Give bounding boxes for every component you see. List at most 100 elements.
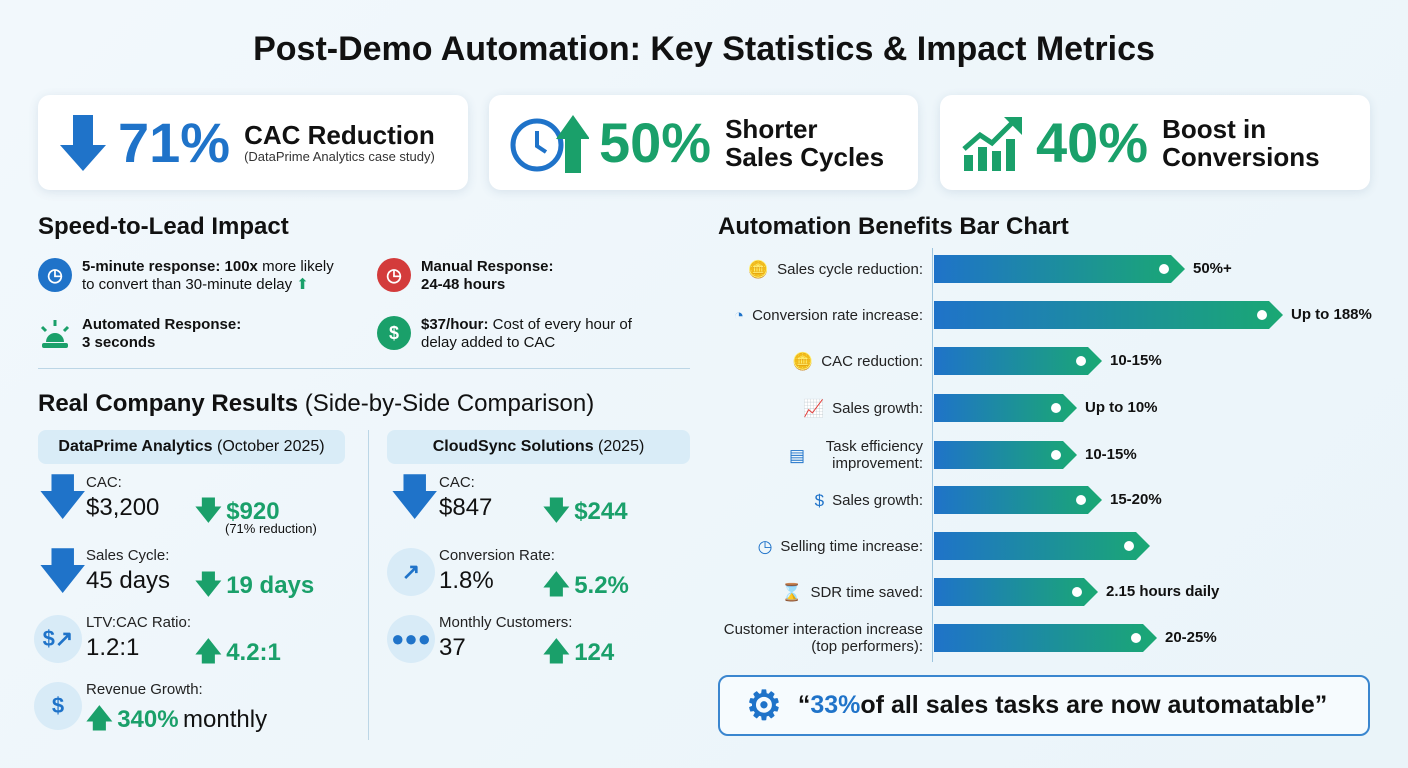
bar-value-label: 50%+: [1193, 260, 1232, 277]
stat-value: 50%: [599, 111, 712, 174]
bar-growth-icon: 📈: [802, 398, 825, 418]
stat-card-cac: 71% CAC Reduction (DataPrime Analytics ca…: [38, 95, 468, 190]
speed-item: Manual Response: 24-48 hours: [421, 258, 554, 293]
results-heading: Real Company Results (Side-by-Side Compa…: [38, 390, 595, 417]
stat-label: Shorter: [725, 113, 818, 144]
arrow-down-icon: 🡇: [390, 471, 440, 524]
quote-highlight: 33%: [810, 691, 861, 719]
speed-heading: Speed-to-Lead Impact: [38, 213, 289, 240]
quote-text: of all sales tasks are now automatable”: [860, 691, 1328, 719]
stat-value: 40%: [1036, 111, 1149, 174]
bar-label: $ Sales growth:: [815, 482, 923, 518]
ltv-chart-icon: $↗: [34, 615, 82, 663]
bar: [934, 394, 1077, 422]
clock-arrow-up-icon: [510, 114, 589, 173]
bar-value-label: 20-25%: [1165, 629, 1217, 646]
metric-note: (71% reduction): [225, 521, 317, 536]
siren-icon: [38, 316, 72, 350]
bar: [934, 301, 1283, 329]
bar: [934, 441, 1077, 469]
bar-category: CAC reduction:: [821, 352, 923, 370]
stat-label: CAC Reduction: [244, 120, 435, 150]
metric-before: 1.8%: [439, 567, 494, 594]
hand-dollar-icon: $: [814, 490, 825, 510]
speed-item: Automated Response: 3 seconds: [82, 316, 242, 351]
bar-label: ⌛ SDR time saved:: [781, 574, 923, 610]
clock-alarm-icon: ◷: [377, 258, 411, 292]
bar-value-label: 10-15%: [1110, 352, 1162, 369]
dollar-icon: $: [377, 316, 411, 350]
page-title: Post-Demo Automation: Key Statistics & I…: [253, 30, 1155, 68]
company-header-dataprime: DataPrime Analytics (October 2025): [38, 430, 345, 464]
metric-after: 🡅 124: [543, 636, 615, 666]
metric-before: 1.2:1: [86, 634, 140, 661]
metric-before: 37: [439, 634, 466, 661]
metric-after: 🡇 19 days: [195, 569, 315, 599]
metric-label: CAC:: [86, 474, 122, 491]
metric-after: 🡇 $920: [195, 495, 280, 525]
bar: [934, 486, 1102, 514]
divider: [368, 430, 369, 740]
clock-icon: ◷: [757, 536, 773, 556]
metric-label: Revenue Growth:: [86, 681, 203, 698]
bar-category: Sales cycle reduction:: [777, 260, 923, 278]
coins-icon: 🪙: [792, 351, 814, 371]
bar: [934, 624, 1157, 652]
bar-category: Conversion rate increase:: [752, 306, 923, 324]
document-icon: ▤: [788, 445, 805, 465]
quote-box: ⚙ “33% of all sales tasks are now automa…: [718, 675, 1370, 736]
metric-before: $3,200: [86, 494, 160, 521]
speed-item: 5-minute response: 100x more likely to co…: [82, 258, 334, 293]
divider: [38, 368, 690, 369]
chart-axis: [932, 248, 933, 662]
arrow-down-icon: 🡇: [38, 545, 88, 598]
speed-item: $37/hour: Cost of every hour of delay add…: [421, 316, 632, 351]
bar-value-label: Up to 10%: [1085, 399, 1158, 416]
hourglass-icon: ⌛: [781, 582, 803, 602]
quote-mark: “: [797, 691, 811, 719]
metric-label: CAC:: [439, 474, 475, 491]
bar-category: Selling time increase:: [780, 537, 923, 555]
bar: [934, 578, 1098, 606]
metric-after: 🡅 5.2%: [543, 569, 629, 599]
metric-label: LTV:CAC Ratio:: [86, 614, 192, 631]
stat-card-conversions: 40% Boost in Conversions: [940, 95, 1370, 190]
metric-label: Conversion Rate:: [439, 547, 555, 564]
coins-icon: 🪙: [747, 259, 770, 279]
gear-icon: ⚙: [746, 683, 782, 728]
stat-label: Boost in: [1162, 113, 1267, 144]
clock-icon: ◷: [38, 258, 72, 292]
stat-value: 71%: [118, 111, 231, 174]
bar-category: Sales growth:: [832, 491, 923, 509]
stat-sub: (DataPrime Analytics case study): [244, 149, 435, 164]
metric-before: 45 days: [86, 567, 171, 594]
company-header-cloudsync: CloudSync Solutions (2025): [387, 430, 690, 464]
metric-after: 🡇 $244: [543, 495, 628, 525]
stat-card-sales-cycle: 50% Shorter Sales Cycles: [489, 95, 918, 190]
bar-label: ◔ Conversion rate increase:: [734, 297, 923, 333]
bar-label: 📈 Sales growth:: [803, 390, 923, 426]
bar-category: Task efficiency improvement:: [825, 438, 923, 472]
bar-value-label: Up to 188%: [1291, 306, 1372, 323]
stat-label: Sales Cycles: [725, 141, 885, 172]
chart-title: Automation Benefits Bar Chart: [718, 213, 1069, 240]
bar: [934, 255, 1185, 283]
trend-up-icon: ↗: [387, 548, 435, 596]
stat-label: Conversions: [1162, 141, 1320, 172]
metric-label: Monthly Customers:: [439, 614, 573, 631]
bar-label: 🪙 Sales cycle reduction:: [748, 251, 923, 287]
growth-chart-icon: [962, 116, 1022, 171]
bar-category: Sales growth:: [832, 399, 923, 417]
bar-label: ◷ Selling time increase:: [758, 528, 923, 564]
metric-label: Sales Cycle:: [86, 547, 170, 564]
bar-value-label: 10-15%: [1085, 446, 1137, 463]
hand-dollar-icon: $: [34, 682, 82, 730]
metric-before: $847: [439, 494, 493, 521]
users-icon: ●●●: [387, 615, 435, 663]
bar-label: Customer interaction increase (top perfo…: [708, 620, 923, 656]
arrow-down-icon: 🡇: [38, 471, 88, 524]
bar-value-label: 2.15 hours daily: [1106, 583, 1220, 600]
pie-chart-icon: ◔: [733, 305, 745, 325]
metric-after: 🡅 4.2:1: [195, 636, 281, 666]
bar-category: Customer interaction increase (top perfo…: [723, 621, 923, 655]
